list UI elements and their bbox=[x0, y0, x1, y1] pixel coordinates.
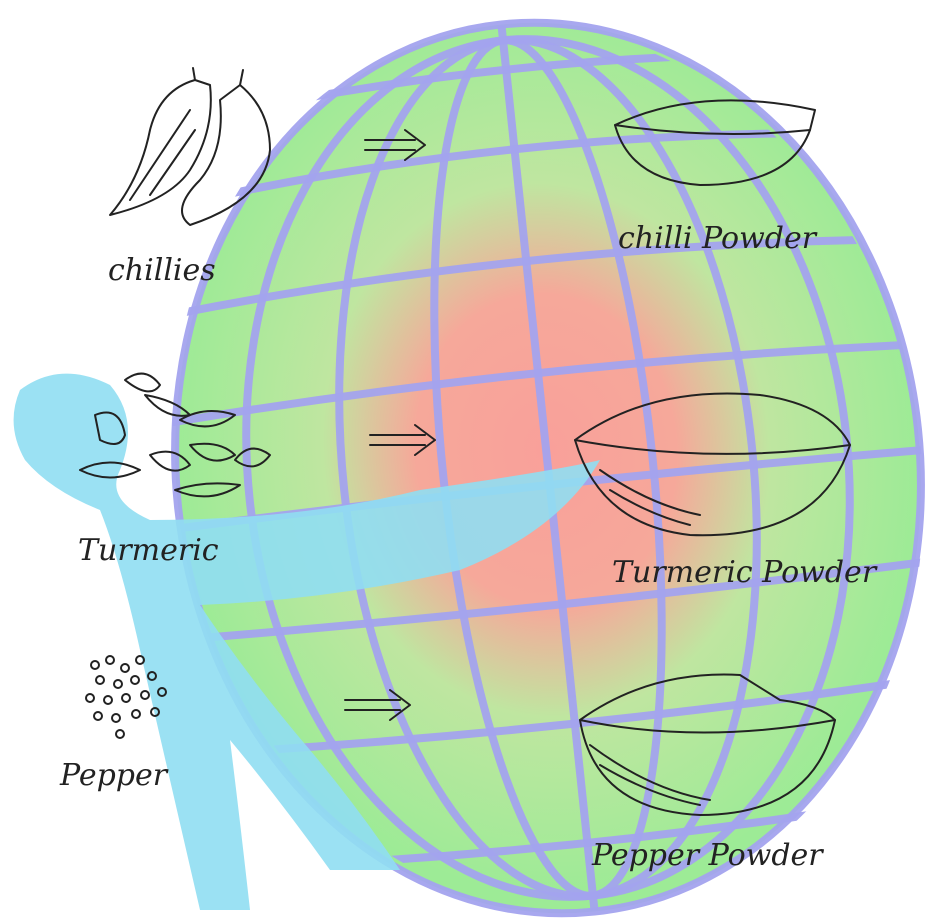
arrows bbox=[344, 129, 436, 721]
raw-label: Turmeric bbox=[78, 533, 219, 568]
pepper-sketch bbox=[85, 655, 167, 739]
raw-label: chillies bbox=[108, 253, 216, 288]
raw-label: Pepper bbox=[59, 758, 169, 793]
cyan-figure bbox=[13, 373, 601, 910]
bowls bbox=[574, 99, 851, 816]
product-label: chilli Powder bbox=[618, 221, 818, 256]
chillies-sketch bbox=[109, 67, 271, 226]
product-label: Pepper Powder bbox=[591, 838, 824, 873]
product-label: Turmeric Powder bbox=[612, 555, 878, 590]
turmeric-sketch bbox=[79, 372, 271, 498]
